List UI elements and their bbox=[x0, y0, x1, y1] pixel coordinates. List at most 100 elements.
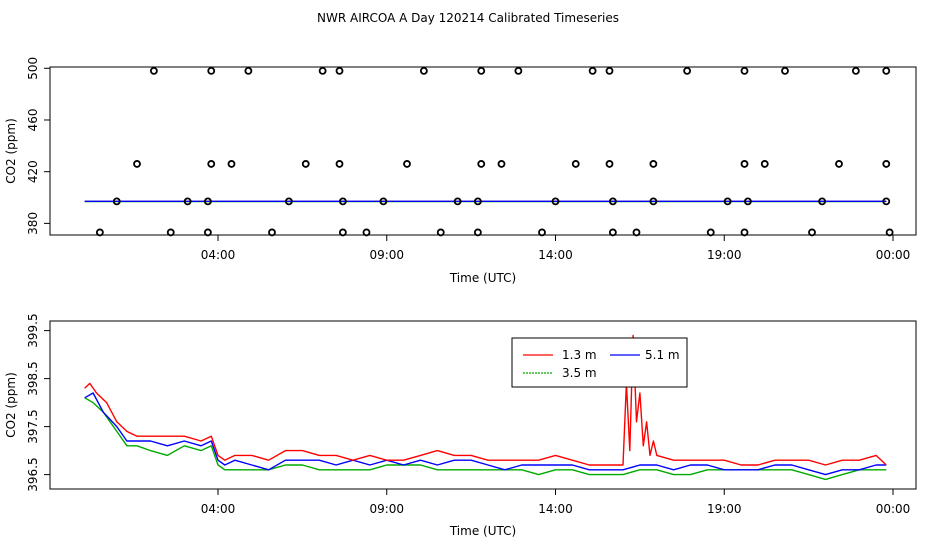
scatter-point bbox=[284, 197, 293, 206]
line-y-tick-label: 396.5 bbox=[26, 457, 40, 491]
scatter-point bbox=[706, 228, 715, 237]
scatter-point bbox=[885, 228, 894, 237]
scatter-point bbox=[477, 160, 486, 168]
scatter-point bbox=[514, 66, 523, 75]
scatter-point bbox=[605, 66, 614, 75]
scatter-y-tick-label: 500 bbox=[26, 57, 40, 80]
scatter-point bbox=[781, 66, 789, 75]
scatter-point bbox=[338, 228, 347, 237]
scatter-point bbox=[608, 197, 617, 206]
line-x-label: Time (UTC) bbox=[449, 524, 516, 538]
scatter-point bbox=[740, 66, 749, 75]
scatter-point bbox=[149, 66, 158, 75]
scatter-point bbox=[497, 160, 506, 168]
scatter-point bbox=[335, 160, 344, 168]
line-series bbox=[84, 334, 887, 481]
scatter-point bbox=[743, 197, 752, 206]
scatter-point bbox=[379, 197, 388, 206]
scatter-point bbox=[683, 66, 692, 75]
scatter-point bbox=[166, 228, 175, 237]
scatter-point bbox=[268, 228, 276, 237]
scatter-y-axis: 380 420 460 500 bbox=[26, 57, 50, 235]
scatter-point bbox=[436, 228, 445, 237]
scatter-y-tick-label: 380 bbox=[26, 212, 40, 235]
scatter-point bbox=[419, 66, 428, 75]
line-x-tick-label: 14:00 bbox=[538, 502, 573, 516]
scatter-x-tick-label: 00:00 bbox=[876, 248, 911, 262]
line-y-tick-label: 397.5 bbox=[26, 409, 40, 443]
scatter-y-tick-label: 420 bbox=[26, 160, 40, 183]
scatter-point bbox=[605, 160, 614, 168]
scatter-point bbox=[453, 197, 462, 206]
scatter-point bbox=[851, 66, 860, 75]
scatter-point bbox=[632, 228, 641, 237]
scatter-point bbox=[808, 228, 816, 237]
scatter-x-axis: 04:00 09:00 14:00 19:00 00:00 bbox=[201, 235, 911, 262]
line-panel: 04:00 09:00 14:00 19:00 00:00 396.5 397.5 398.… bbox=[4, 313, 917, 538]
scatter-plot-frame bbox=[49, 66, 917, 236]
line-y-axis: 396.5 397.5 398.5 399.5 bbox=[26, 313, 50, 492]
line-x-axis: 04:00 09:00 14:00 19:00 00:00 bbox=[201, 489, 911, 516]
scatter-point bbox=[112, 197, 121, 206]
scatter-point bbox=[203, 197, 212, 206]
scatter-point bbox=[882, 197, 891, 206]
scatter-point bbox=[760, 160, 769, 168]
scatter-point bbox=[649, 197, 658, 206]
scatter-point bbox=[183, 197, 192, 206]
scatter-point bbox=[571, 160, 580, 168]
scatter-point bbox=[588, 66, 597, 75]
scatter-point bbox=[207, 66, 216, 75]
scatter-point bbox=[551, 197, 560, 206]
scatter-point bbox=[403, 160, 411, 168]
line-x-tick-label: 00:00 bbox=[876, 502, 911, 516]
scatter-point bbox=[318, 66, 327, 75]
scatter-point bbox=[835, 160, 843, 168]
line-y-tick-label: 399.5 bbox=[26, 313, 40, 347]
scatter-point bbox=[338, 197, 347, 206]
line-y-tick-label: 398.5 bbox=[26, 361, 40, 395]
scatter-point bbox=[723, 197, 732, 206]
scatter-x-label: Time (UTC) bbox=[449, 271, 516, 285]
line-y-label: CO2 (ppm) bbox=[4, 372, 18, 438]
scatter-point bbox=[227, 160, 236, 168]
line-x-tick-label: 04:00 bbox=[201, 502, 236, 516]
scatter-point bbox=[95, 228, 104, 237]
scatter-point bbox=[335, 66, 344, 75]
scatter-point bbox=[608, 228, 617, 237]
scatter-x-tick-label: 09:00 bbox=[369, 248, 404, 262]
scatter-point bbox=[203, 228, 212, 237]
scatter-point bbox=[301, 160, 310, 168]
series-line-5-1-m bbox=[84, 392, 887, 476]
scatter-point bbox=[362, 228, 371, 237]
scatter-point bbox=[818, 197, 827, 206]
line-plot-frame bbox=[49, 320, 917, 490]
scatter-point bbox=[473, 228, 482, 237]
legend-label-5-1m: 5.1 m bbox=[645, 348, 680, 362]
scatter-point bbox=[882, 66, 891, 75]
scatter-point bbox=[740, 160, 749, 168]
scatter-points bbox=[95, 66, 894, 237]
scatter-y-tick-label: 460 bbox=[26, 109, 40, 132]
scatter-x-tick-label: 19:00 bbox=[707, 248, 742, 262]
scatter-point bbox=[882, 160, 891, 168]
scatter-point bbox=[477, 66, 486, 75]
scatter-point bbox=[473, 197, 482, 206]
scatter-panel: 04:00 09:00 14:00 19:00 00:00 380 420 460 500 T… bbox=[4, 57, 917, 285]
line-x-tick-label: 09:00 bbox=[369, 502, 404, 516]
line-x-tick-label: 19:00 bbox=[707, 502, 742, 516]
scatter-point bbox=[244, 66, 253, 75]
scatter-point bbox=[538, 228, 546, 237]
legend: 1.3 m 5.1 m 3.5 m bbox=[511, 337, 688, 388]
scatter-point bbox=[133, 160, 141, 168]
legend-box bbox=[511, 337, 688, 388]
legend-label-1-3m: 1.3 m bbox=[562, 348, 597, 362]
chart-title: NWR AIRCOA A Day 120214 Calibrated Times… bbox=[317, 11, 619, 25]
scatter-x-tick-label: 04:00 bbox=[201, 248, 236, 262]
scatter-x-tick-label: 14:00 bbox=[538, 248, 573, 262]
series-line-1-3-m bbox=[84, 334, 887, 466]
scatter-point bbox=[649, 160, 658, 168]
scatter-point bbox=[207, 160, 216, 168]
legend-label-3-5m: 3.5 m bbox=[562, 366, 597, 380]
scatter-point bbox=[740, 228, 749, 237]
